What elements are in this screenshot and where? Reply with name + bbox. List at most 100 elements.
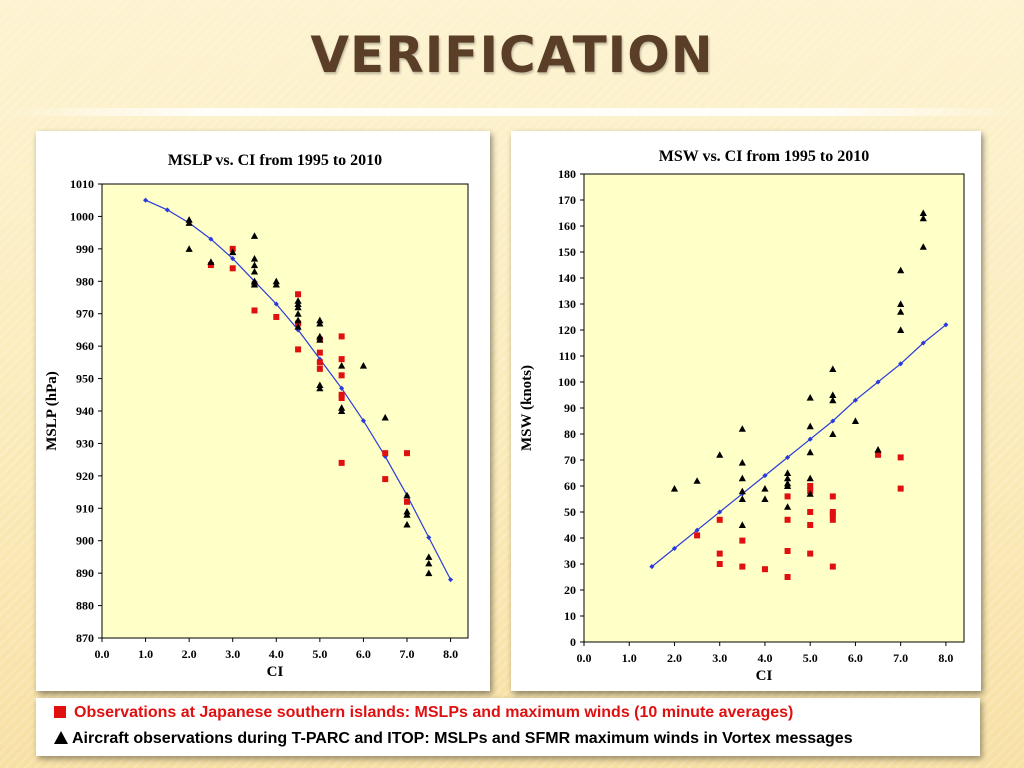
msw-red-square-point [829,563,836,570]
mslp-x-tick-label: 1.0 [138,647,153,661]
msw-y-tick-label: 40 [564,531,576,545]
msw-y-tick-label: 90 [564,401,576,415]
mslp-black-triangle-point [250,232,259,239]
msw-chart-panel: MSW vs. CI from 1995 to 2010 0.0 1.0 2.0 3.0… [511,131,981,691]
mslp-red-square-point [338,391,345,398]
msw-black-triangle-point [738,474,746,482]
msw-black-triangle-point [783,482,792,489]
mslp-red-square-point [273,313,280,320]
msw-y-tick-label: 10 [564,609,576,623]
mslp-fit-point [164,207,170,213]
msw-red-square-point [739,563,746,570]
msw-x-tick-label: 3.0 [712,651,727,665]
msw-y-tick-label: 20 [564,583,576,597]
msw-black-triangle-point [716,451,724,458]
mslp-red-square-point [295,291,302,298]
msw-black-triangle-point [919,214,927,222]
msw-black-triangle-point [806,474,814,482]
msw-black-triangle-point [738,459,746,466]
msw-red-square-point [807,522,814,528]
mslp-red-square-point [382,476,389,483]
mslp-red-square-point [251,307,258,314]
msw-y-tick-label: 140 [558,271,576,285]
msw-y-axis-label: MSW (knots) [519,365,535,451]
mslp-black-triangle-point [425,559,433,567]
msw-black-triangle-point [806,448,814,456]
mslp-black-triangle-point [316,384,324,392]
mslp-red-square-point [404,498,410,505]
msw-red-square-point [829,516,836,523]
mslp-x-tick-label: 0.0 [95,647,110,661]
mslp-x-tick-label: 8.0 [443,647,458,661]
msw-black-triangle-point [783,474,792,482]
mslp-y-tick-label: 940 [76,404,94,418]
mslp-black-triangle-point [316,319,324,327]
msw-black-triangle-point [919,243,927,250]
msw-y-tick-label: 170 [558,193,576,207]
msw-x-tick-label: 0.0 [577,651,592,665]
msw-chart: MSW vs. CI from 1995 to 2010 0.0 1.0 2.0 3.0… [519,148,965,684]
mslp-fit-point [426,534,432,541]
msw-red-square-point [716,550,723,557]
msw-fit-point [830,418,836,424]
mslp-y-tick-label: 950 [76,372,94,386]
mslp-y-tick-label: 930 [76,436,94,450]
msw-x-tick-label: 7.0 [893,651,908,665]
mslp-y-tick-label: 970 [76,307,94,321]
mslp-red-square-point [316,365,323,372]
mslp-y-axis-label: MSLP (hPa) [44,371,60,451]
msw-x-tick-label: 6.0 [848,651,863,665]
mslp-black-triangle-point [294,303,302,311]
mslp-y-tick-label: 990 [76,242,94,256]
msw-red-square-point [761,566,768,573]
msw-black-triangle-point [829,430,837,437]
msw-black-triangle-point [783,503,792,510]
msw-red-square-point [897,454,904,461]
mslp-red-square-point [295,346,302,353]
msw-fit-line [651,324,947,568]
msw-black-triangle-point [874,446,882,453]
msw-x-axis-label: CI [756,668,773,684]
legend-label-aircraft: Aircraft observations during T-PARC and … [72,730,853,747]
msw-x-tick-label: 8.0 [938,651,953,665]
mslp-red-square-point [404,450,410,457]
msw-y-tick-label: 30 [564,557,576,571]
mslp-y-tick-label: 900 [76,534,94,548]
mslp-black-triangle-point [425,553,433,560]
mslp-red-square-point [229,265,236,272]
mslp-black-triangle-point [185,245,193,252]
mslp-black-triangle-point [338,407,346,414]
msw-black-triangle-point [897,308,905,315]
msw-black-triangle-point [670,485,679,492]
msw-red-square-point [716,516,723,523]
msw-black-triangle-point [761,485,769,492]
msw-black-triangle-point [919,209,927,216]
mslp-black-triangle-point [403,520,411,528]
msw-black-triangle-point [851,417,860,424]
msw-black-triangle-point [738,487,746,495]
msw-black-triangle-point [738,425,746,432]
msw-y-tick-label: 120 [558,323,576,337]
msw-black-triangle-point [829,391,837,398]
mslp-red-square-point [338,333,345,340]
msw-x-tick-label: 5.0 [803,651,818,665]
mslp-black-triangle-point [250,280,259,288]
black-triangle-icon [54,731,68,744]
mslp-black-triangle-point [272,280,280,288]
mslp-black-triangle-point [229,248,237,256]
mslp-red-square-point [207,262,214,269]
mslp-red-square-point [338,356,345,363]
mslp-chart-panel: MSLP vs. CI from 1995 to 2010 0.0 1.0 2.0 3.… [36,131,490,691]
legend-label-japanese-islands: Observations at Japanese southern island… [74,704,794,721]
msw-red-square-point [807,483,814,489]
mslp-black-triangle-point [250,254,259,262]
mslp-x-tick-label: 2.0 [182,647,197,661]
msw-black-triangle-point [897,300,905,307]
msw-black-triangle-point [693,477,701,484]
mslp-black-triangle-point [425,569,433,577]
msw-red-square-point [694,532,701,539]
msw-red-square-point [784,574,791,580]
mslp-x-tick-label: 7.0 [400,647,415,661]
msw-red-square-point [875,451,882,458]
msw-black-triangle-point [806,422,814,430]
